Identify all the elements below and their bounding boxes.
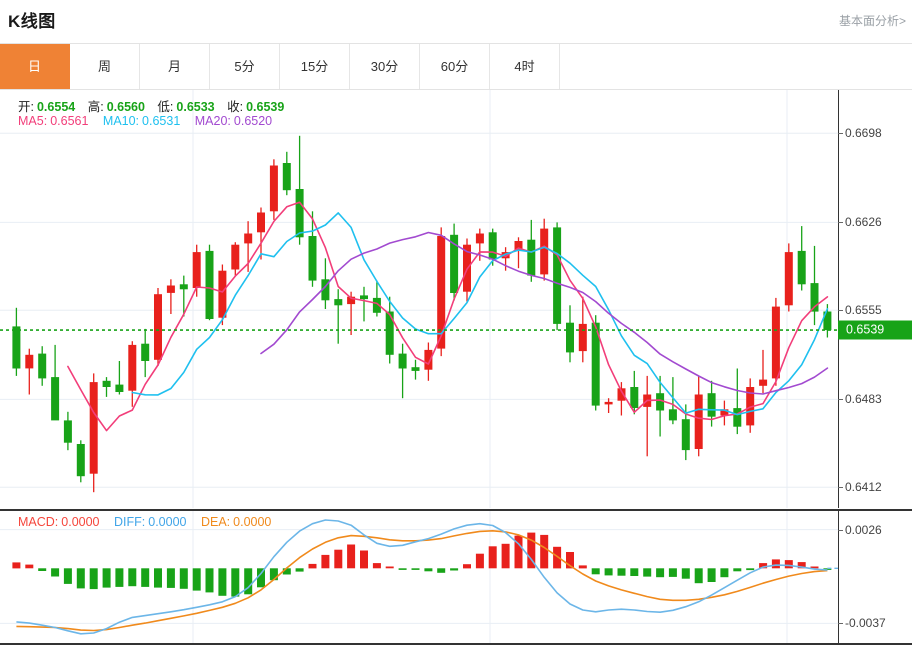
ma10-value: 0.6531 [142,114,181,128]
price-tick-mark [838,133,843,135]
tab-6[interactable]: 60分 [420,44,490,89]
macd-label: MACD: [18,515,59,529]
tab-7[interactable]: 4时 [490,44,560,89]
tab-1[interactable]: 周 [70,44,140,89]
price-axis-separator [838,90,839,508]
ma5-label: MA5: [18,114,48,128]
page-title: K线图 [8,12,56,31]
dea-value: 0.0000 [233,515,272,529]
price-tick-mark [838,310,843,312]
macd-axis-separator [838,511,839,645]
candlestick-plot[interactable] [0,90,838,508]
close-value: 0.6539 [246,100,285,114]
macd-value: 0.0000 [61,515,100,529]
diff-label: DIFF: [114,515,146,529]
high-value: 0.6560 [106,100,145,114]
tab-5[interactable]: 30分 [350,44,420,89]
chart-bottom-border [0,643,912,645]
ma20-value: 0.6520 [233,114,273,128]
price-tick-mark [838,222,843,224]
tabbar-filler [560,44,912,89]
ma5-value: 0.6561 [50,114,89,128]
open-value: 0.6554 [36,100,76,114]
ma20-label: MA20: [194,114,231,128]
low-value: 0.6533 [176,100,215,114]
high-label: 高: [87,100,104,114]
price-tick-label: 0.6555 [845,303,882,318]
price-ohlc-legend: 开: 0.6554 高: 0.6560 低: 0.6533 收: 0.6539 [18,96,287,115]
current-price-badge: 0.6539 [838,320,912,340]
open-label: 开: [18,100,34,114]
macd-tick-label: 0.0026 [845,522,882,537]
timeframe-tabbar: 日周月 5分 15分 30分 60分 4时 [0,44,912,90]
price-tick-mark [838,399,843,401]
price-tick-label: 0.6412 [845,480,882,495]
fundamental-analysis-link[interactable]: 基本面分析> [838,14,906,28]
tab-0[interactable]: 日 [0,44,70,89]
header-divider [0,43,912,44]
diff-value: 0.0000 [148,515,187,529]
macd-tick-mark [838,529,843,531]
macd-tick-label: -0.0037 [845,616,886,631]
tab-2[interactable]: 月 [140,44,210,89]
close-label: 收: [227,100,244,114]
price-panel: 0.6698 0.6626 0.6555 0.6483 0.6412 0.6539 开: 0… [0,90,912,508]
chart-frame: 0.6698 0.6626 0.6555 0.6483 0.6412 0.6539 开: 0… [0,90,912,645]
page-header: K线图 基本面分析> [0,0,912,44]
dea-label: DEA: [200,515,231,529]
price-tick-label: 0.6483 [845,392,882,407]
price-tick-mark [838,487,843,489]
price-ma-legend: MA5: 0.6561 MA10: 0.6531 MA20: 0.6520 [18,114,275,128]
macd-panel: 0.0026 -0.0037 MACD: 0.0000 DIFF: 0.0000 DE… [0,511,912,645]
price-tick-label: 0.6626 [845,215,882,230]
price-tick-label: 0.6698 [845,126,882,141]
tab-3[interactable]: 5分 [210,44,280,89]
tab-4[interactable]: 15分 [280,44,350,89]
low-label: 低: [157,100,174,114]
macd-tick-mark [838,623,843,625]
macd-plot[interactable] [0,511,838,645]
panel-divider [0,509,912,511]
macd-legend: MACD: 0.0000 DIFF: 0.0000 DEA: 0.0000 [18,515,274,529]
ma10-label: MA10: [102,114,140,128]
